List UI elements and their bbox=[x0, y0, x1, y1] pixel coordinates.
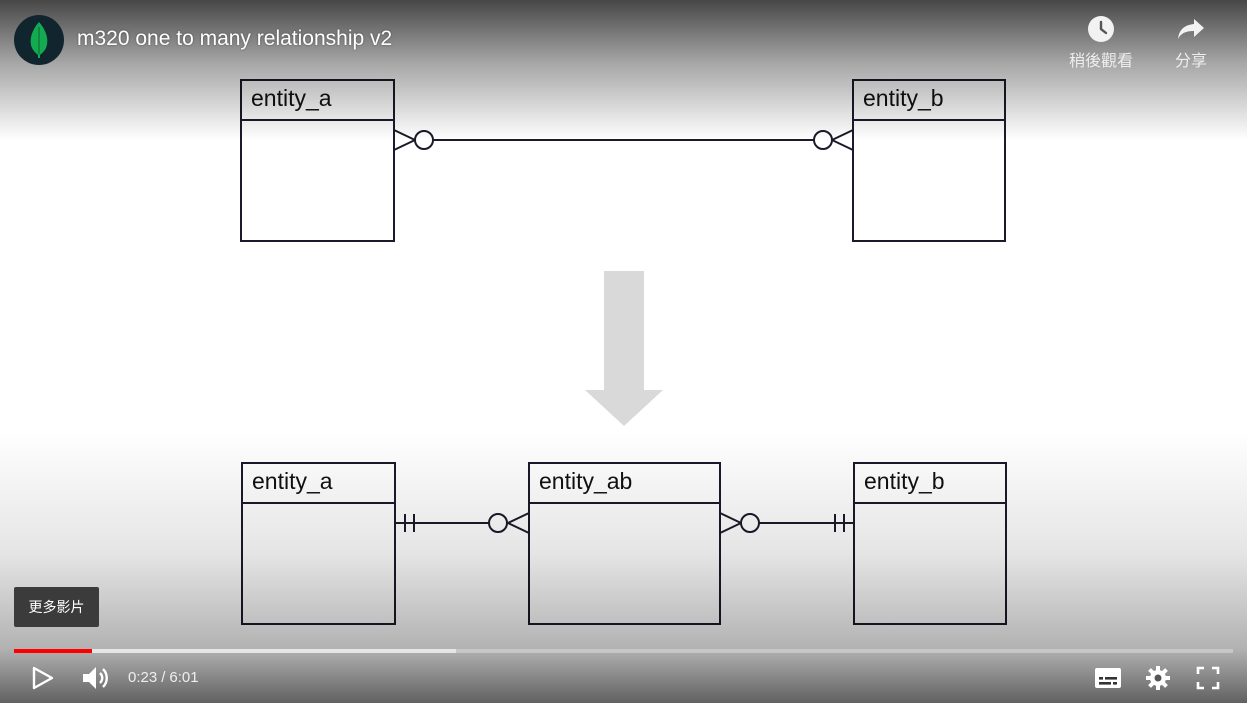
down-arrow-icon bbox=[585, 271, 663, 426]
volume-icon bbox=[81, 664, 111, 692]
play-button[interactable] bbox=[26, 660, 60, 696]
share-button[interactable]: 分享 bbox=[1151, 15, 1231, 71]
clock-icon bbox=[1087, 15, 1115, 43]
watch-later-button[interactable]: 稍後觀看 bbox=[1061, 15, 1141, 71]
share-icon bbox=[1176, 15, 1206, 43]
more-videos-button[interactable]: 更多影片 bbox=[14, 587, 99, 627]
current-time: 0:23 bbox=[128, 669, 157, 686]
top-relationship-line bbox=[394, 130, 853, 150]
channel-avatar[interactable] bbox=[14, 15, 64, 65]
top-entity-a-label: entity_a bbox=[251, 85, 332, 111]
right-relationship-line bbox=[720, 513, 854, 533]
progress-played bbox=[14, 649, 92, 653]
time-display: 0:23/6:01 bbox=[128, 669, 199, 686]
mongodb-leaf-icon bbox=[26, 21, 52, 59]
play-icon bbox=[32, 666, 54, 690]
watch-later-label: 稍後觀看 bbox=[1069, 53, 1133, 70]
time-separator: / bbox=[161, 669, 165, 686]
subtitles-icon bbox=[1094, 667, 1122, 689]
volume-button[interactable] bbox=[77, 660, 115, 696]
fullscreen-button[interactable] bbox=[1190, 661, 1226, 695]
duration: 6:01 bbox=[169, 669, 198, 686]
gear-icon bbox=[1145, 665, 1171, 691]
settings-button[interactable] bbox=[1140, 661, 1176, 695]
bottom-entity-a-label: entity_a bbox=[252, 468, 333, 494]
subtitles-button[interactable] bbox=[1090, 661, 1126, 695]
share-label: 分享 bbox=[1175, 53, 1207, 70]
top-entity-b-label: entity_b bbox=[863, 85, 944, 111]
bottom-entity-b-label: entity_b bbox=[864, 468, 945, 494]
bottom-entity-ab-label: entity_ab bbox=[539, 468, 632, 494]
fullscreen-icon bbox=[1196, 666, 1220, 690]
left-relationship-line bbox=[395, 513, 529, 533]
progress-bar[interactable] bbox=[14, 649, 1233, 653]
video-title[interactable]: m320 one to many relationship v2 bbox=[77, 27, 392, 51]
